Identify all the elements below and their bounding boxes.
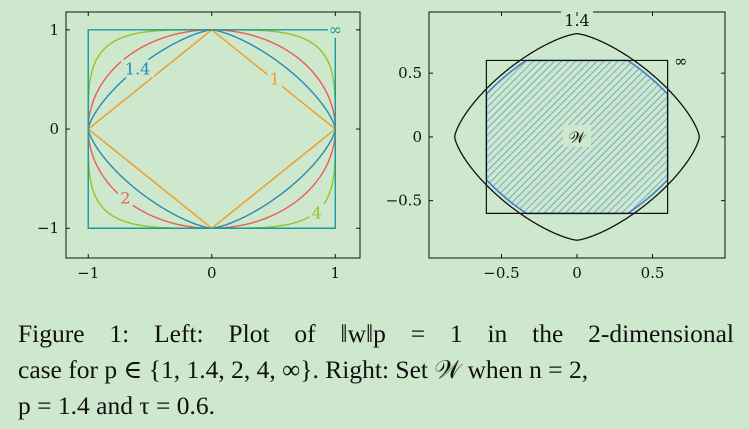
region-label-bg — [563, 124, 591, 147]
right-xtick-label: 0.5 — [641, 264, 665, 282]
series-label-bg — [267, 69, 283, 88]
left-ytick-label: −1 — [37, 219, 59, 237]
caption-line-1: Figure 1: Left: Plot of ‖w‖p = 1 in the 2-dimensio… — [18, 316, 734, 352]
caption-word: Left: — [154, 319, 204, 348]
series-label-bg — [309, 203, 325, 222]
series-label-bg — [121, 59, 155, 78]
caption-word: 1: — [109, 319, 130, 348]
figure-caption: Figure 1: Left: Plot of ‖w‖p = 1 in the 2-dimensio… — [18, 316, 734, 424]
left-xtick-label: 0 — [207, 264, 217, 282]
left-xtick-label: 1 — [331, 264, 341, 282]
region-label-W: 𝒲 — [569, 128, 587, 147]
series-label-1.4: 1.4 — [125, 60, 150, 79]
left-ytick-label: 1 — [49, 21, 59, 39]
caption-word: 2-dimensional — [588, 319, 734, 348]
series-label-bg — [327, 19, 343, 38]
right-ytick-label: 0.5 — [398, 64, 422, 82]
caption-word: 1 — [449, 319, 463, 348]
left-ytick-label: 0 — [49, 120, 59, 138]
series-label-4: 4 — [312, 203, 322, 222]
caption-word: the — [532, 319, 564, 348]
series-label-bg — [117, 188, 133, 207]
figure-svg: 1 1.4 2 4 ∞ −1 0 1 −1 0 1 1.4 ∞ 𝒲 −0.5 0 0.5 −0.5 0 0.5 — [37, 10, 726, 282]
caption-word: Plot — [228, 319, 270, 348]
figure: 1 1.4 2 4 ∞ −1 0 1 −1 0 1 1.4 ∞ 𝒲 −0.5 0 0.5 −0.5 0 0.5 — [37, 10, 726, 282]
right-ytick-label: −0.5 — [386, 192, 422, 210]
curve-label-bg — [668, 50, 695, 69]
caption-word: ‖w‖p — [340, 319, 386, 348]
curve-label-inf: ∞ — [674, 51, 687, 70]
caption-line-3: p = 1.4 and τ = 0.6. — [18, 391, 215, 420]
lp-ball-curve — [454, 33, 700, 241]
curve-label-1.4: 1.4 — [564, 11, 589, 30]
left-xtick-label: −1 — [77, 264, 99, 282]
caption-line-2: case for p ∈ {1, 1.4, 2, 4, ∞}. Right: S… — [18, 355, 589, 384]
caption-word: = — [410, 319, 426, 348]
right-xtick-label: −0.5 — [483, 264, 519, 282]
tau-box-line — [485, 59, 669, 214]
curve-label-bg — [561, 10, 593, 29]
right-xtick-label: 0 — [572, 264, 582, 282]
left-axes-frame — [65, 11, 361, 259]
series-label-1: 1 — [270, 69, 280, 88]
caption-word: of — [294, 319, 316, 348]
series-label-∞: ∞ — [329, 20, 342, 39]
right-ytick-label: 0 — [412, 128, 422, 146]
caption-word: in — [487, 319, 508, 348]
caption-word: Figure — [18, 319, 85, 348]
series-label-2: 2 — [120, 188, 130, 207]
